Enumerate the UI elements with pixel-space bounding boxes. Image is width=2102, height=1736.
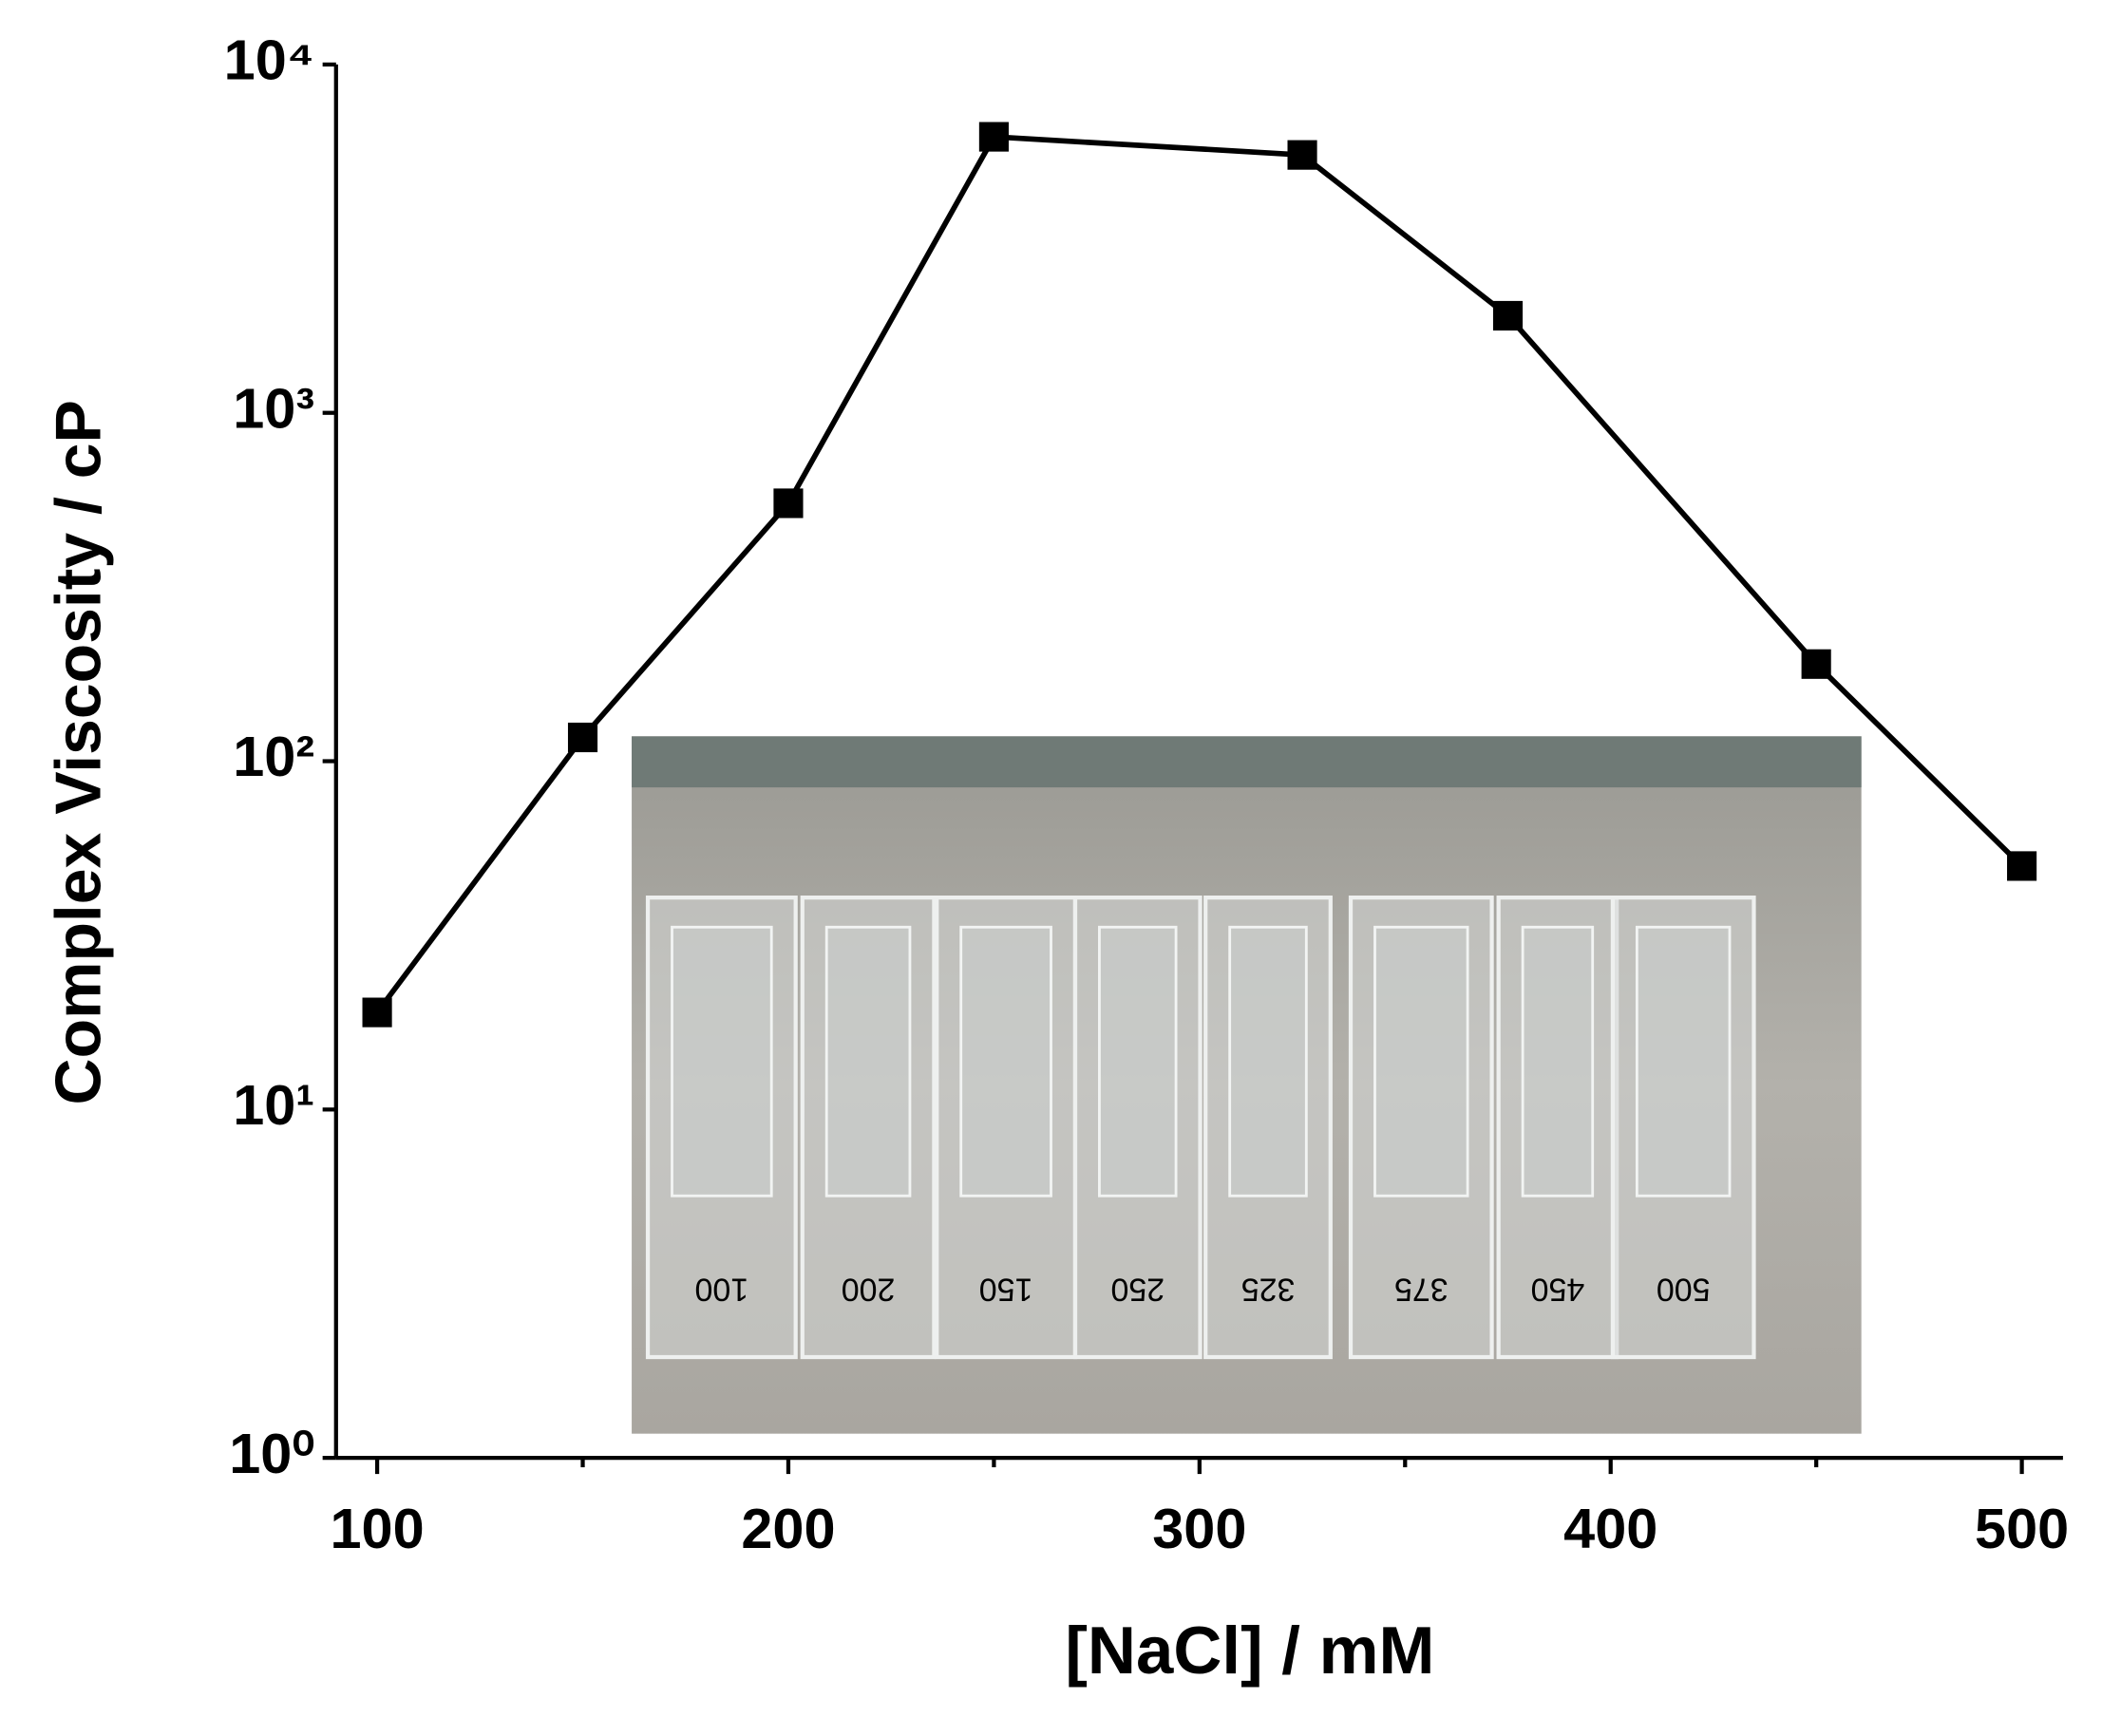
y-tick-label: 10⁰ xyxy=(229,1422,314,1485)
y-tick-label: 10¹ xyxy=(233,1073,314,1137)
cuvette-well xyxy=(1521,925,1595,1198)
data-marker xyxy=(978,122,1009,152)
cuvette-well xyxy=(1373,925,1469,1198)
cuvette-label: 450 xyxy=(1531,1271,1585,1307)
data-marker xyxy=(567,722,598,753)
cuvette-label: 250 xyxy=(1110,1271,1165,1307)
y-tick-label: 10² xyxy=(233,725,314,788)
data-marker xyxy=(362,997,392,1028)
data-marker xyxy=(1492,300,1524,331)
data-marker xyxy=(1801,649,1831,679)
cuvette-label: 500 xyxy=(1657,1271,1711,1307)
cuvette-well xyxy=(671,925,773,1198)
data-line xyxy=(374,134,2024,1014)
cuvette-label: 200 xyxy=(842,1271,896,1307)
data-marker xyxy=(1287,140,1317,170)
inset-photo: 100 200 150 250 325 375 450 500 xyxy=(632,736,1862,1434)
y-tick-label: 10³ xyxy=(233,376,314,440)
cuvette-label: 325 xyxy=(1241,1271,1296,1307)
x-tick-label: 200 xyxy=(741,1497,835,1560)
cuvette-well xyxy=(1098,925,1178,1198)
cuvette-label: 375 xyxy=(1394,1271,1449,1307)
cuvette-well xyxy=(959,925,1052,1198)
cuvette-well xyxy=(824,925,912,1198)
x-tick-label: 500 xyxy=(1975,1497,2069,1560)
cuvette-well xyxy=(1635,925,1732,1198)
y-tick-label: 10⁴ xyxy=(224,28,314,92)
cuvette-label: 100 xyxy=(695,1271,749,1307)
x-tick-label: 100 xyxy=(331,1497,425,1560)
data-marker xyxy=(2007,851,2037,881)
photo-wall xyxy=(632,736,1862,788)
cuvette-well xyxy=(1228,925,1308,1198)
cuvette-label: 150 xyxy=(979,1271,1033,1307)
data-marker xyxy=(773,488,804,519)
y-axis-title: Complex Viscosity / cP xyxy=(44,400,115,1104)
x-tick-label: 400 xyxy=(1563,1497,1657,1560)
x-axis-title: [NaCl] / mM xyxy=(1065,1613,1434,1688)
x-tick-label: 300 xyxy=(1152,1497,1246,1560)
